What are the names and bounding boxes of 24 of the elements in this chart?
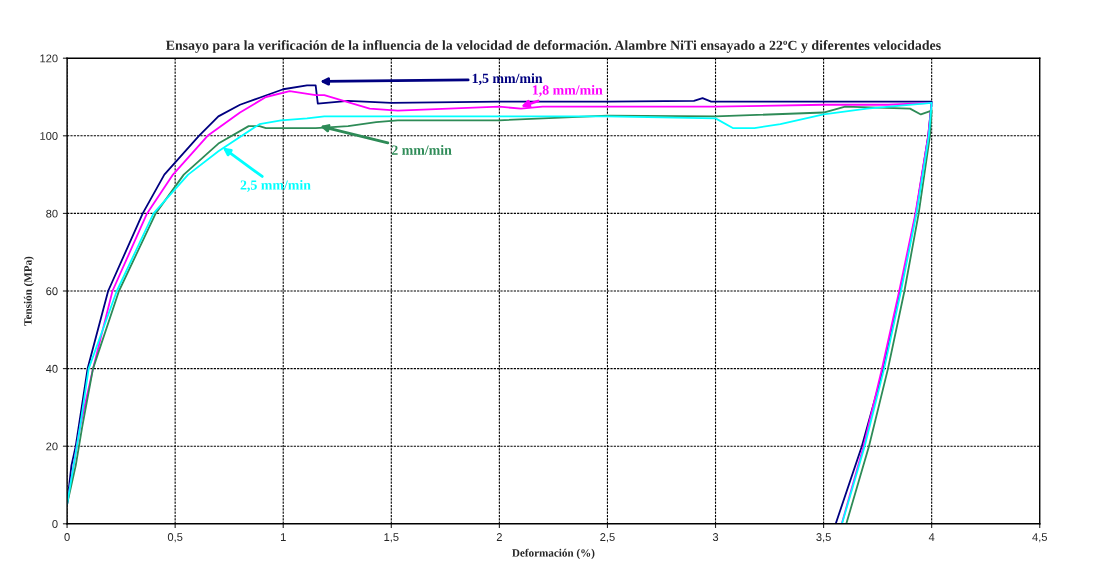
y-tick-label: 40 — [45, 364, 58, 373]
annotation: 2,5 mm/min — [240, 179, 311, 192]
annotation: 2 mm/min — [391, 145, 452, 155]
y-tick-label: 120 — [40, 54, 58, 63]
y-tick-label: 0 — [52, 520, 58, 528]
chart-title: Ensayo para la verificación de la influencia de la velocidad de deformación. Alambre NiTi ensayado a 22ºC y diferentes velocidades — [165, 40, 941, 53]
x-tick-label: 1 — [280, 533, 286, 541]
x-tick-label: 4,5 — [1032, 533, 1047, 543]
x-tick-label: 3 — [712, 533, 719, 541]
x-tick-label: 4 — [928, 533, 935, 541]
x-tick-label: 0 — [64, 533, 70, 541]
y-tick-label: 60 — [46, 287, 58, 296]
x-tick-label: 0,5 — [167, 533, 183, 543]
x-axis-title: Deformación (%) — [512, 548, 595, 559]
x-tick-label: 1,5 — [384, 533, 399, 543]
y-tick-label: 100 — [40, 132, 58, 140]
annotation: 1,5 mm/min — [472, 73, 543, 86]
x-tick-label: 3,5 — [816, 533, 831, 543]
x-tick-label: 2 — [496, 533, 502, 541]
y-axis-title: Tensión (MPa) — [23, 256, 34, 326]
annotation: 1,8 mm/min — [532, 84, 603, 97]
y-tick-label: 80 — [46, 209, 58, 218]
x-tick-label: 2,5 — [600, 533, 615, 543]
y-tick-label: 20 — [46, 442, 58, 451]
